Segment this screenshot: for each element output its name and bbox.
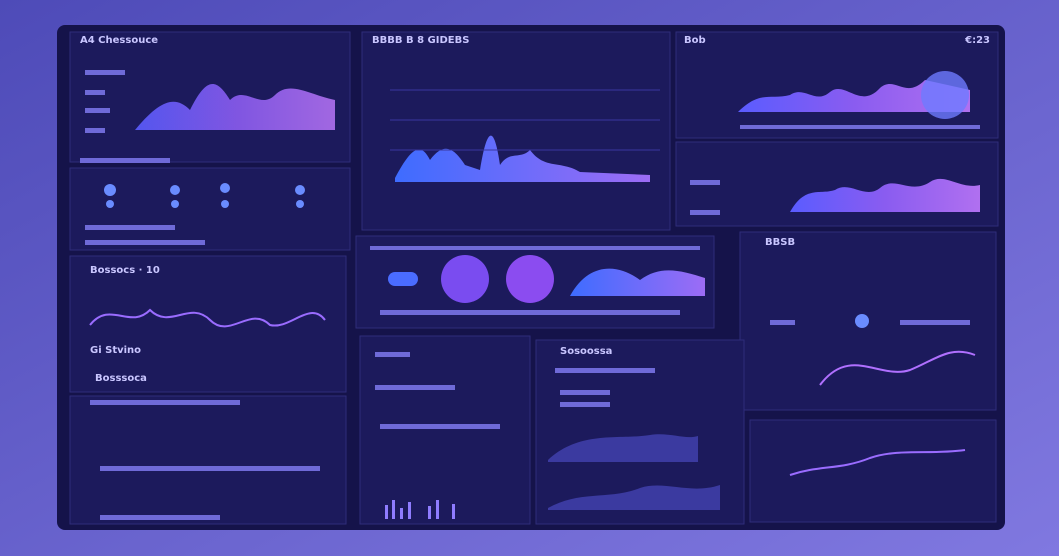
text-placeholders — [80, 70, 980, 520]
line-chart — [789, 449, 966, 476]
pill — [388, 272, 418, 286]
area-chart — [570, 268, 705, 296]
dots — [104, 183, 869, 328]
panel — [749, 419, 997, 523]
panel-title: Sosoossa — [560, 346, 612, 357]
texts: A4 Chessouce €:23 BBBB B 8 GIDEBS Bob Bo… — [80, 35, 990, 384]
clock: €:23 — [964, 35, 990, 46]
bubble — [921, 71, 969, 119]
line-chart — [819, 350, 976, 386]
area-chart — [135, 83, 335, 130]
area-chart — [548, 485, 720, 510]
panel — [69, 395, 347, 525]
bubble — [441, 255, 489, 303]
panel-title: Bob — [684, 35, 706, 46]
panel-title: Bosssoca — [95, 373, 147, 384]
bars — [385, 500, 455, 519]
line-chart — [89, 308, 326, 328]
panel-title: BBBB B 8 GIDEBS — [372, 35, 469, 46]
dashboard-title: A4 Chessouce — [80, 35, 158, 46]
area-chart — [548, 434, 698, 462]
panel — [69, 167, 351, 251]
panel-title: Gi Stvino — [90, 345, 141, 356]
bubble — [506, 255, 554, 303]
area-chart — [395, 135, 650, 182]
panel — [361, 31, 671, 231]
area-chart — [738, 80, 970, 112]
panel — [69, 255, 347, 393]
panel — [359, 335, 531, 525]
panel-title: BBSB — [765, 237, 795, 248]
charts — [80, 70, 980, 520]
area-chart — [790, 178, 980, 212]
panel-title: Bossocs · 10 — [90, 265, 160, 276]
